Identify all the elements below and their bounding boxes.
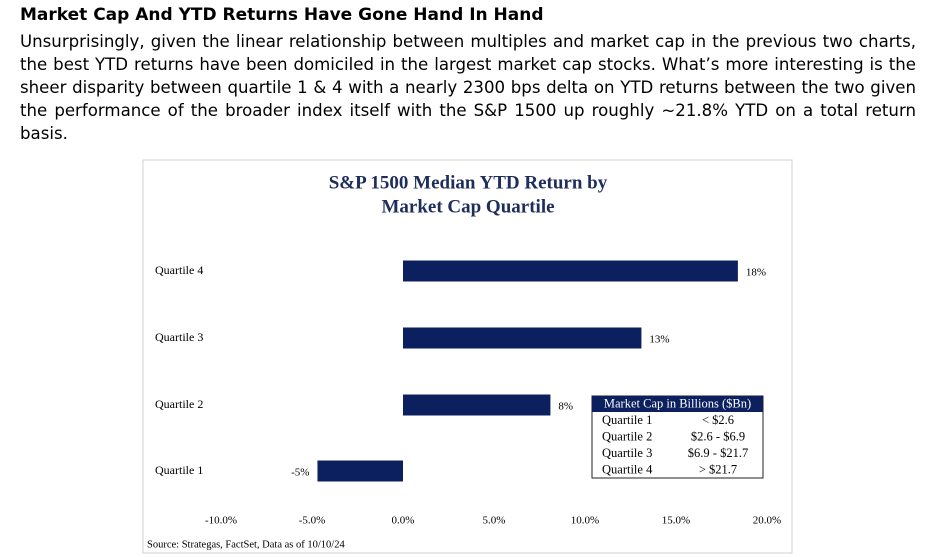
inset-table-cell: $6.9 - $21.7	[688, 446, 748, 460]
bar	[403, 327, 642, 349]
x-tick-label: -10.0%	[205, 515, 237, 527]
inset-table-cell: Quartile 1	[602, 413, 652, 427]
paragraph: Unsurprisingly, given the linear relatio…	[20, 32, 916, 143]
bar	[317, 460, 403, 482]
chart-title: Market Cap Quartile	[381, 196, 554, 217]
y-tick-label: Quartile 1	[155, 463, 203, 477]
inset-table-cell: $2.6 - $6.9	[691, 429, 745, 443]
x-tick-label: 10.0%	[571, 515, 599, 527]
heading: Market Cap And YTD Returns Have Gone Han…	[20, 5, 544, 25]
inset-table-header	[592, 396, 763, 412]
source: Source: Strategas, FactSet, Data as of 1…	[147, 539, 345, 550]
y-tick-label: Quartile 3	[155, 330, 203, 344]
inset-table-cell: Quartile 3	[602, 446, 652, 460]
data-label: -5%	[291, 467, 309, 479]
bar	[403, 394, 551, 416]
data-label: 13%	[649, 334, 669, 346]
chart-frame	[142, 159, 793, 554]
inset-table-title: Market Cap in Billions ($Bn)	[604, 396, 751, 410]
chart-title: S&P 1500 Median YTD Return by	[329, 172, 608, 193]
data-label: 8%	[558, 401, 573, 413]
x-tick-label: -5.0%	[299, 515, 326, 527]
x-tick-label: 0.0%	[392, 515, 415, 527]
x-tick-label: 15.0%	[662, 515, 690, 527]
x-tick-label: 5.0%	[483, 515, 506, 527]
data-label: 18%	[746, 267, 766, 279]
x-tick-label: 20.0%	[753, 515, 781, 527]
inset-table-cell: > $21.7	[699, 462, 737, 476]
inset-table-cell: < $2.6	[702, 413, 734, 427]
inset-table-cell: Quartile 2	[602, 429, 652, 443]
inset-table-cell: Quartile 4	[602, 462, 653, 476]
y-tick-label: Quartile 4	[155, 263, 203, 277]
y-tick-label: Quartile 2	[155, 397, 203, 411]
bar	[403, 260, 738, 282]
